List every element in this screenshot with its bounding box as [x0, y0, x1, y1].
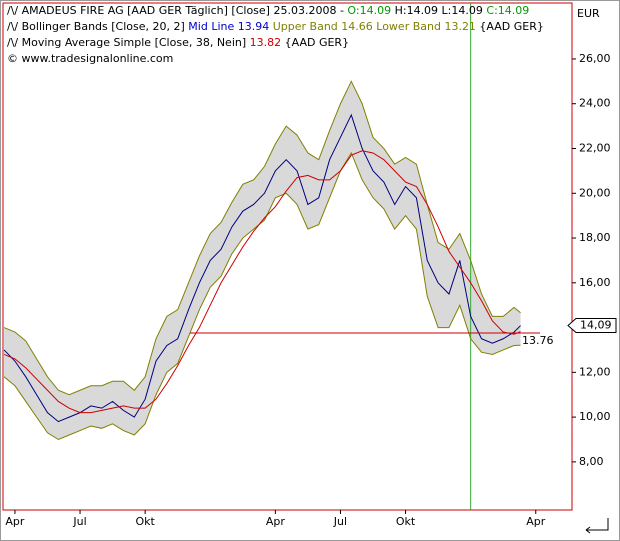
- y-tick-label: 8,00: [579, 455, 604, 468]
- y-tick-label: 18,00: [579, 231, 611, 244]
- legend-text: {AAD GER}: [476, 20, 544, 33]
- y-axis-label: EUR: [577, 7, 600, 20]
- legend-text: /\/ Moving Average Simple [Close, 38, Ne…: [7, 36, 250, 49]
- legend-line: /\/ Moving Average Simple [Close, 38, Ne…: [7, 36, 349, 49]
- legend-text: Upper Band 14.66 Lower Band 13.21: [269, 20, 476, 33]
- y-tick-label: 22,00: [579, 141, 611, 154]
- legend-line: /\/ Bollinger Bands [Close, 20, 2] Mid L…: [7, 20, 544, 33]
- legend-text: {AAD GER}: [281, 36, 349, 49]
- band-fill: [4, 81, 521, 440]
- y-tick-label: 12,00: [579, 365, 611, 378]
- resize-icon: [585, 518, 609, 534]
- y-tick-label: 26,00: [579, 52, 611, 65]
- last-price-tag: [567, 318, 617, 334]
- legend-text: /\/ Bollinger Bands [Close, 20, 2]: [7, 20, 188, 33]
- x-tick-label: Apr: [5, 515, 25, 528]
- x-tick-label: Jul: [72, 515, 86, 528]
- y-tick-label: 20,00: [579, 186, 611, 199]
- legend-text: 13.82: [250, 36, 282, 49]
- legend-text: H:14.09 L:14.09: [391, 4, 486, 17]
- legend-text: C:14.09: [486, 4, 529, 17]
- y-tick-label: 16,00: [579, 276, 611, 289]
- y-tick-label: 10,00: [579, 410, 611, 423]
- legend-line: © www.tradesignalonline.com: [7, 52, 173, 65]
- legend-text: Mid Line 13.94: [188, 20, 269, 33]
- legend-text: © www.tradesignalonline.com: [7, 52, 173, 65]
- moving-average: [3, 150, 521, 414]
- price-line: [3, 113, 521, 423]
- plot-border: [2, 2, 573, 511]
- x-tick-label: Okt: [396, 515, 416, 528]
- hline-label: 13.76: [522, 334, 554, 347]
- bollinger-band: [3, 80, 521, 396]
- x-tick-label: Okt: [135, 515, 155, 528]
- last-price-label: 14,09: [580, 319, 612, 332]
- legend-text: /\/ AMADEUS FIRE AG [AAD GER Täglich] [C…: [7, 4, 347, 17]
- x-tick-label: Apr: [526, 515, 546, 528]
- bollinger-band: [3, 151, 521, 441]
- y-tick-label: 24,00: [579, 97, 611, 110]
- x-tick-label: Jul: [333, 515, 347, 528]
- legend-text: O:14.09: [347, 4, 391, 17]
- legend-line: /\/ AMADEUS FIRE AG [AAD GER Täglich] [C…: [7, 4, 529, 17]
- x-tick-label: Apr: [266, 515, 286, 528]
